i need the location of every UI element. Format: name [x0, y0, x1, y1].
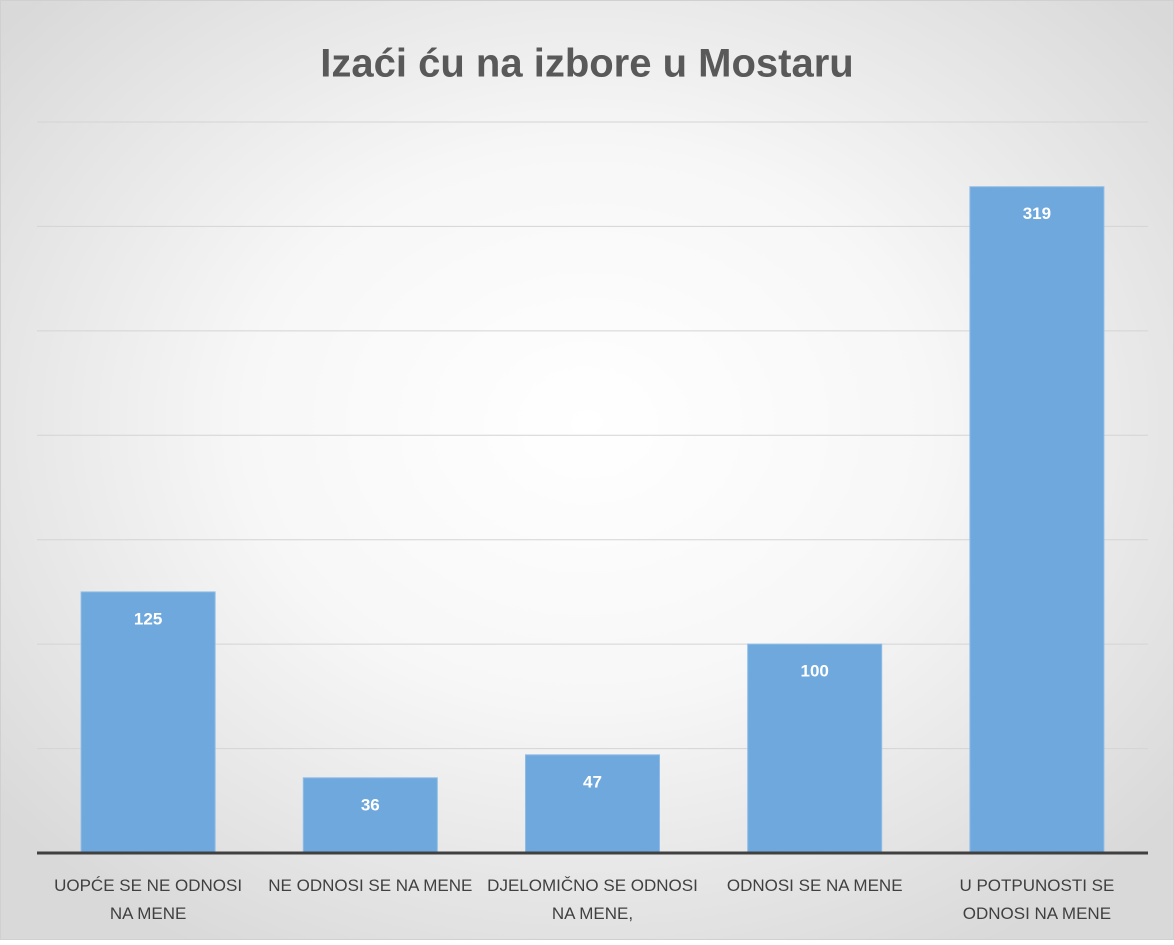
- chart-title: Izaći ću na izbore u Mostaru: [320, 42, 853, 86]
- bar: [747, 643, 883, 854]
- x-tick-label: UOPĆE SE NE ODNOSI NA MENE: [54, 876, 242, 923]
- data-label: 319: [1023, 204, 1051, 223]
- bar: [302, 777, 438, 854]
- data-label: 36: [361, 795, 380, 814]
- x-tick-label: DJELOMIČNO SE ODNOSI NA MENE,: [487, 876, 698, 923]
- data-label: 100: [801, 662, 829, 681]
- x-tick-label: ODNOSI SE NA MENE: [727, 876, 903, 895]
- data-label: 125: [134, 609, 162, 628]
- bar: [969, 186, 1105, 854]
- x-tick-label: U POTPUNOSTI SE ODNOSI NA MENE: [959, 876, 1114, 923]
- x-tick-label: NE ODNOSI SE NA MENE: [268, 876, 472, 895]
- data-label: 47: [583, 772, 602, 791]
- bar: [525, 754, 660, 854]
- bar: [80, 591, 216, 854]
